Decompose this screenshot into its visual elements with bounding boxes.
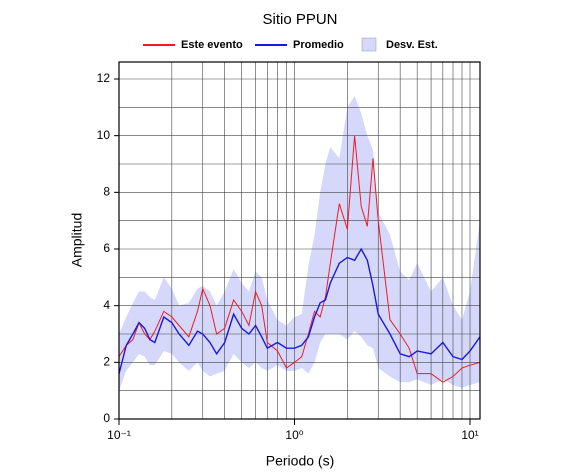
x-tick-label: 10⁰ bbox=[285, 428, 303, 442]
series-line bbox=[118, 135, 481, 383]
y-tick-label: 8 bbox=[103, 185, 110, 199]
y-tick-label: 2 bbox=[103, 355, 110, 369]
x-tick-label: 10⁻¹ bbox=[107, 428, 131, 442]
y-tick-label: 0 bbox=[103, 411, 110, 425]
plot-frame bbox=[118, 61, 481, 420]
legend-label: Promedio bbox=[293, 39, 344, 51]
legend-label: Desv. Est. bbox=[386, 39, 438, 51]
y-tick-label: 12 bbox=[97, 71, 111, 85]
y-tick-label: 6 bbox=[103, 241, 110, 255]
x-axis-label: Periodo (s) bbox=[266, 453, 334, 469]
x-tick-label: 10¹ bbox=[461, 428, 478, 442]
y-tick-label: 4 bbox=[103, 298, 110, 312]
series-line bbox=[118, 247, 481, 374]
y-tick-label: 10 bbox=[97, 128, 111, 142]
chart-title: Sitio PPUN bbox=[262, 11, 337, 28]
legend-swatch bbox=[361, 37, 377, 52]
y-axis-label: Amplitud bbox=[69, 213, 85, 267]
legend-label: Este evento bbox=[181, 39, 243, 51]
